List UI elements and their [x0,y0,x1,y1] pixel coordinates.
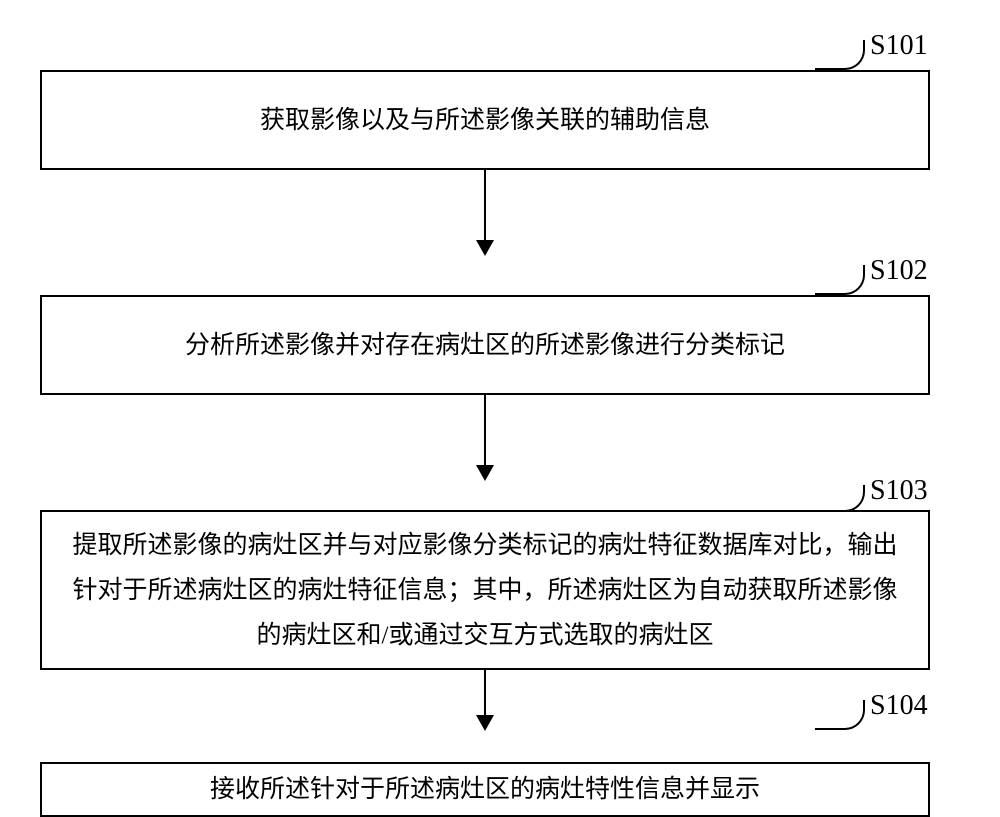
connector-S103 [815,485,865,512]
step-label-S101: S101 [870,30,928,62]
arrow-S102 [475,395,495,480]
step-text-S104: 接收所述针对于所述病灶区的病灶特性信息并显示 [210,767,760,812]
step-label-S104: S104 [870,690,928,722]
step-label-S103: S103 [870,475,928,507]
step-text-S101: 获取影像以及与所述影像关联的辅助信息 [260,98,710,143]
arrow-S101 [475,170,495,255]
step-text-S102: 分析所述影像并对存在病灶区的所述影像进行分类标记 [185,323,785,368]
connector-S104 [815,700,865,730]
arrow-S103 [475,670,495,730]
connector-S101 [815,40,865,70]
step-box-S101: 获取影像以及与所述影像关联的辅助信息 [40,70,930,170]
step-box-S103: 提取所述影像的病灶区并与对应影像分类标记的病灶特征数据库对比，输出针对于所述病灶… [40,510,930,670]
step-box-S102: 分析所述影像并对存在病灶区的所述影像进行分类标记 [40,295,930,395]
connector-S102 [815,265,865,295]
step-text-S103: 提取所述影像的病灶区并与对应影像分类标记的病灶特征数据库对比，输出针对于所述病灶… [62,523,908,658]
step-label-S102: S102 [870,255,928,287]
step-box-S104: 接收所述针对于所述病灶区的病灶特性信息并显示 [40,762,930,817]
